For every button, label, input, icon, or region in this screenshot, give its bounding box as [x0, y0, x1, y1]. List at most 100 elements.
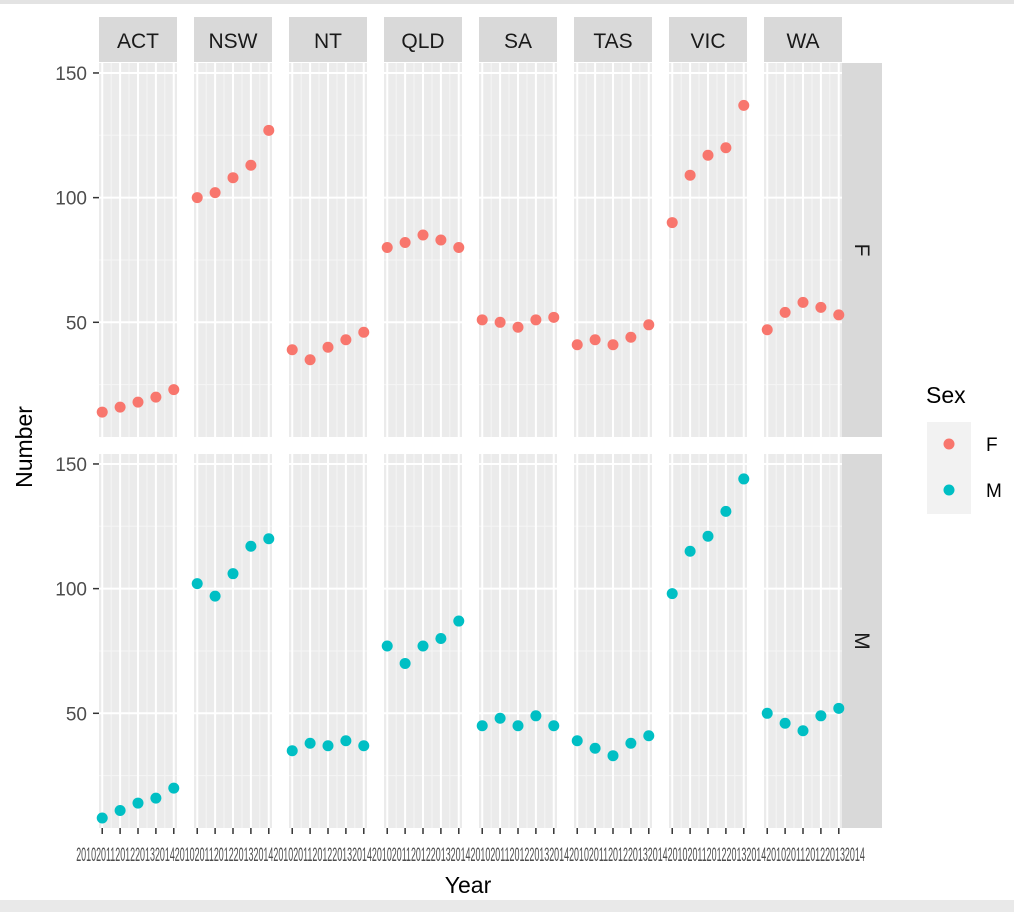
strip-label-act: ACT	[117, 30, 159, 53]
point-sa-f-2010	[476, 314, 488, 326]
point-act-f-2010	[96, 406, 108, 418]
point-sa-f-2013	[530, 314, 542, 326]
x-axis-title: Year	[445, 872, 492, 898]
strip-act	[99, 17, 177, 62]
point-wa-f-2012	[797, 296, 809, 308]
point-sa-m-2014	[548, 720, 560, 732]
x-tick-labels: 2010201120122013201420102011201220132014…	[76, 845, 865, 866]
point-nsw-f-2013	[245, 159, 257, 171]
point-tas-f-2010	[571, 339, 583, 351]
point-sa-m-2010	[476, 720, 488, 732]
legend-key-background	[927, 422, 971, 514]
point-wa-f-2013	[815, 301, 827, 313]
point-tas-m-2014	[643, 730, 655, 742]
point-act-f-2011	[114, 401, 126, 413]
point-vic-m-2012	[702, 530, 714, 542]
point-nsw-f-2014	[263, 124, 275, 136]
window-top-border	[0, 0, 1014, 4]
row-strip-label-f: F	[850, 244, 873, 257]
point-vic-f-2012	[702, 149, 714, 161]
legend-label-m: M	[986, 481, 1002, 502]
point-tas-f-2011	[589, 334, 601, 346]
point-act-f-2013	[150, 391, 162, 403]
point-vic-m-2010	[666, 588, 678, 600]
column-strips: ACT NSW NT QLD SA TAS VIC WA	[99, 17, 842, 62]
point-act-m-2014	[168, 782, 180, 794]
point-qld-m-2013	[435, 633, 447, 645]
strip-label-nsw: NSW	[209, 30, 258, 53]
point-vic-m-2011	[684, 545, 696, 557]
point-tas-f-2014	[643, 319, 655, 331]
point-qld-f-2011	[399, 237, 411, 249]
point-vic-m-2014	[738, 473, 750, 485]
row-strips: FM	[839, 63, 882, 828]
point-nsw-m-2011	[209, 590, 221, 602]
point-wa-m-2012	[797, 725, 809, 737]
strip-nsw	[194, 17, 272, 62]
point-qld-f-2010	[381, 242, 393, 254]
point-nt-f-2013	[340, 334, 352, 346]
point-nt-f-2014	[358, 326, 370, 338]
panel-nsw-f	[194, 63, 272, 437]
strip-wa	[764, 17, 842, 62]
strip-label-wa: WA	[786, 30, 819, 53]
point-tas-m-2013	[625, 737, 637, 749]
panel-sa-f	[479, 63, 557, 437]
point-qld-m-2012	[417, 640, 429, 652]
point-tas-f-2013	[625, 331, 637, 343]
strip-label-sa: SA	[504, 30, 532, 53]
point-nt-f-2011	[304, 354, 316, 366]
point-nsw-m-2013	[245, 540, 257, 552]
row-strip-label-m: M	[850, 632, 873, 650]
point-tas-f-2012	[607, 339, 619, 351]
point-qld-f-2012	[417, 229, 429, 241]
row-strip-m	[839, 454, 882, 828]
point-sa-f-2014	[548, 311, 560, 323]
panel-act-m	[99, 454, 177, 828]
y-tick-label: 50	[66, 704, 87, 725]
panel-vic-f	[669, 63, 747, 437]
point-qld-f-2014	[453, 242, 465, 254]
row-strip-f	[839, 63, 882, 437]
point-nt-m-2012	[322, 740, 334, 752]
point-nsw-m-2010	[191, 578, 203, 590]
panel-wa-f	[764, 63, 842, 437]
strip-label-qld: QLD	[401, 30, 444, 53]
point-sa-m-2013	[530, 710, 542, 722]
point-nsw-f-2012	[227, 172, 239, 184]
legend-key-m	[943, 484, 955, 496]
y-tick-label: 100	[55, 189, 87, 210]
point-wa-m-2013	[815, 710, 827, 722]
y-axis-title: Number	[11, 406, 37, 488]
point-nsw-f-2010	[191, 192, 203, 204]
panel-wa-m	[764, 454, 842, 828]
point-wa-f-2014	[833, 309, 845, 321]
point-wa-f-2010	[761, 324, 773, 336]
point-act-f-2014	[168, 384, 180, 396]
point-nt-f-2010	[286, 344, 298, 356]
panel-nt-f	[289, 63, 367, 437]
panel-vic-m	[669, 454, 747, 828]
point-sa-f-2011	[494, 316, 506, 328]
y-axis: 50 100 150 50 100 150	[55, 64, 99, 725]
strip-vic	[669, 17, 747, 62]
strip-label-tas: TAS	[593, 30, 632, 53]
point-vic-f-2010	[666, 217, 678, 229]
point-nt-m-2011	[304, 737, 316, 749]
point-sa-m-2012	[512, 720, 524, 732]
point-qld-m-2014	[453, 615, 465, 627]
point-vic-f-2011	[684, 169, 696, 181]
y-tick-label: 50	[66, 313, 87, 334]
point-nt-f-2012	[322, 341, 334, 353]
point-act-m-2010	[96, 812, 108, 824]
point-qld-m-2010	[381, 640, 393, 652]
legend: Sex F M	[926, 382, 1002, 514]
panel-qld-f	[384, 63, 462, 437]
point-nt-m-2010	[286, 745, 298, 757]
point-tas-m-2012	[607, 750, 619, 762]
point-act-m-2012	[132, 797, 144, 809]
point-qld-m-2011	[399, 657, 411, 669]
point-act-f-2012	[132, 396, 144, 408]
point-nsw-m-2014	[263, 533, 275, 545]
